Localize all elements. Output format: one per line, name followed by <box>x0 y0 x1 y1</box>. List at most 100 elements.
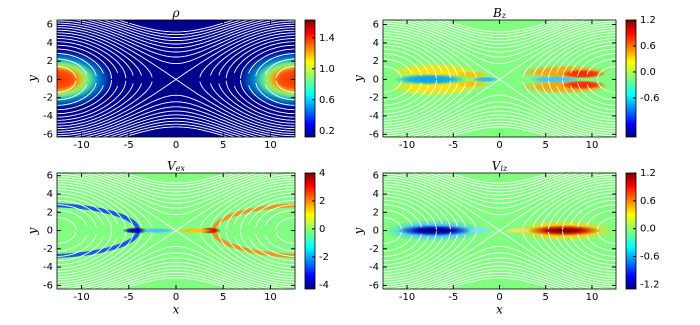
field-line <box>92 173 260 196</box>
field-line <box>383 38 616 79</box>
field-line <box>383 233 616 257</box>
colorbar-tick-label: 0.6 <box>640 196 656 207</box>
field-line <box>383 41 616 74</box>
x-axis-label: x <box>173 303 180 317</box>
panel-title: Vex <box>167 159 185 174</box>
x-tick-label: 5 <box>220 140 226 151</box>
colorbar <box>304 19 316 138</box>
heatmap-blob <box>504 227 532 234</box>
field-line <box>57 58 295 75</box>
y-axis-label: y <box>352 227 366 235</box>
x-tick-label: 5 <box>543 140 549 151</box>
panel-title: Bz <box>492 6 507 21</box>
x-tick-label: 10 <box>586 140 599 151</box>
field-line <box>430 271 569 289</box>
panel-title: ρ <box>171 6 179 20</box>
field-line <box>92 114 260 137</box>
field-line <box>418 173 581 196</box>
field-line <box>396 20 603 49</box>
field-line <box>57 235 295 252</box>
field-line <box>57 195 295 230</box>
field-line <box>57 80 295 93</box>
colorbar-tick-label: 2 <box>319 196 325 207</box>
field-line <box>383 195 616 230</box>
field-line <box>383 66 616 79</box>
field-line <box>408 173 591 200</box>
field-line <box>383 44 616 79</box>
field-line <box>101 20 251 38</box>
field-line <box>57 236 295 262</box>
y-tick-label: 4 <box>47 189 53 200</box>
title-main: V <box>492 159 502 173</box>
field-line <box>78 261 274 289</box>
field-line <box>57 204 295 228</box>
y-tick-label: 0 <box>47 226 53 237</box>
field-line <box>426 173 573 193</box>
x-tick-label: -5 <box>448 292 458 303</box>
field-line <box>447 173 552 184</box>
field-line <box>122 126 230 137</box>
field-line <box>97 268 255 289</box>
field-line <box>108 173 244 190</box>
field-line <box>119 277 233 289</box>
field-line <box>383 245 616 286</box>
colorbar-tick-label: -0.6 <box>640 252 660 263</box>
field-line <box>115 173 237 187</box>
y-tick-label: 2 <box>373 207 379 218</box>
x-tick-label: 10 <box>264 140 277 151</box>
x-tick-label: 0 <box>496 292 502 303</box>
field-line <box>84 20 268 45</box>
heatmap-blob <box>453 80 491 88</box>
y-tick-label: -4 <box>43 262 53 273</box>
y-tick-label: -2 <box>369 244 379 255</box>
field-line <box>383 199 616 225</box>
field-line <box>383 235 616 252</box>
heatmap-blob <box>176 227 214 234</box>
field-line <box>57 231 295 266</box>
colorbar-tick-label: -2 <box>319 252 329 263</box>
x-tick-label: 10 <box>264 292 277 303</box>
heatmap-blob <box>527 75 583 84</box>
x-tick-label: 0 <box>173 292 179 303</box>
field-line <box>57 199 295 225</box>
field-line <box>383 83 616 124</box>
heatmap <box>57 173 295 289</box>
y-tick-label: 0 <box>373 226 379 237</box>
y-tick-label: 6 <box>373 20 379 31</box>
field-line <box>403 261 596 289</box>
field-line <box>57 83 295 124</box>
field-line <box>383 231 616 272</box>
heatmap-blob <box>411 227 458 234</box>
colorbar-tick-label: 0.0 <box>640 224 656 235</box>
field-line <box>57 78 295 132</box>
colorbar-tick-label: -4 <box>319 280 329 291</box>
colorbar-tick-label: -1.2 <box>640 279 660 290</box>
field-line <box>57 20 295 53</box>
field-line <box>57 84 295 101</box>
y-tick-label: -6 <box>43 129 53 140</box>
field-line <box>57 53 295 77</box>
field-line <box>437 274 562 289</box>
field-line <box>57 189 295 230</box>
y-tick-label: -2 <box>369 93 379 104</box>
heatmap <box>57 20 295 137</box>
field-line <box>426 117 573 137</box>
field-line <box>408 110 591 137</box>
field-line <box>440 173 559 187</box>
field-line <box>383 80 616 93</box>
x-tick-label: 0 <box>173 140 179 151</box>
field-line <box>383 229 616 283</box>
field-line <box>441 20 558 33</box>
field-line <box>383 232 616 281</box>
y-tick-label: 4 <box>47 38 53 49</box>
heatmap-blob <box>393 73 468 85</box>
field-line <box>383 29 616 78</box>
field-line <box>57 48 295 74</box>
field-line <box>57 217 295 230</box>
field-line <box>57 66 295 79</box>
field-line <box>57 80 295 121</box>
y-tick-label: -4 <box>369 262 379 273</box>
y-tick-label: -6 <box>43 280 53 291</box>
field-line <box>116 20 236 33</box>
y-tick-label: 6 <box>373 171 379 182</box>
